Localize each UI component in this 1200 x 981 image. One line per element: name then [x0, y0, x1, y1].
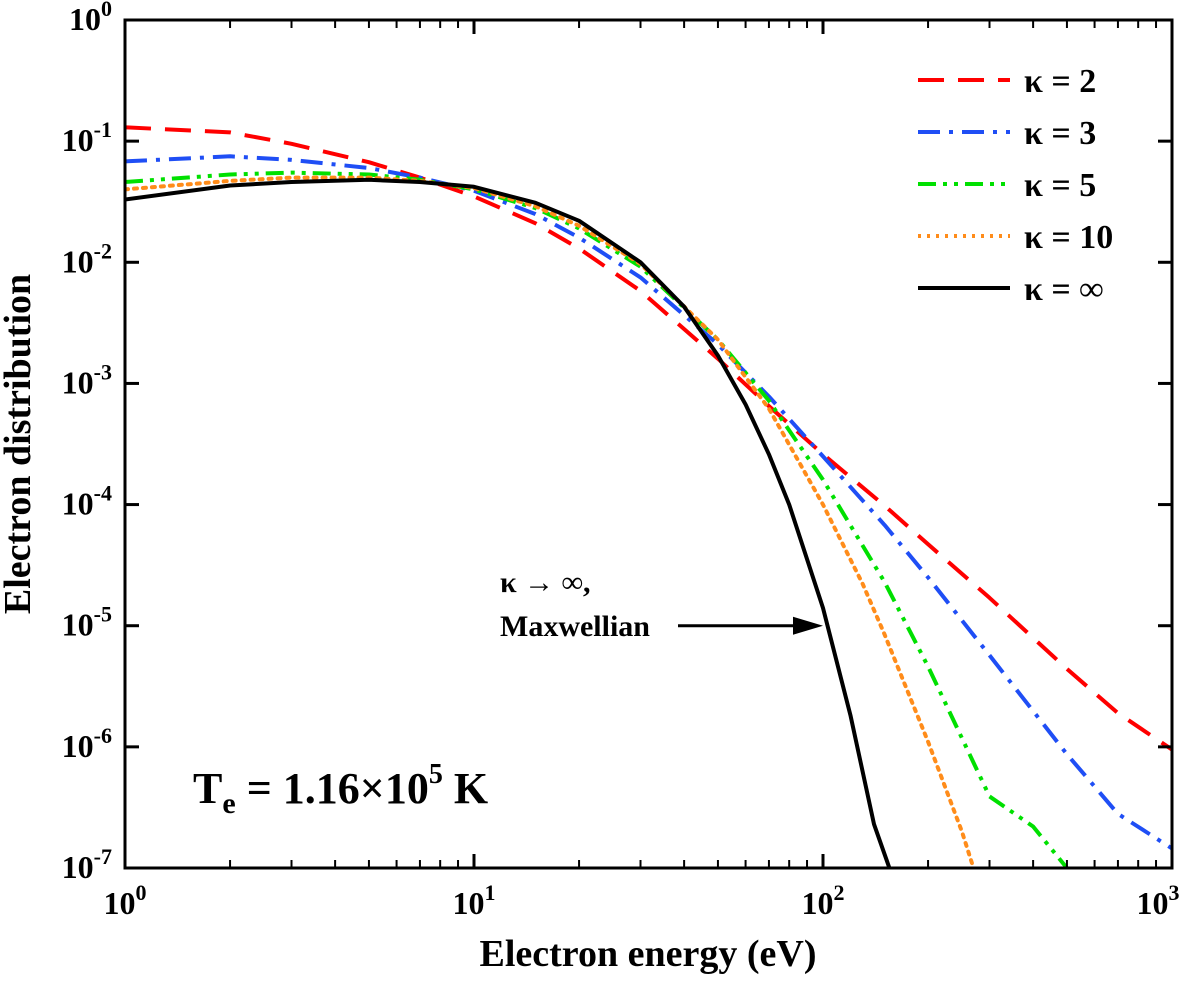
legend: κ = 2 κ = 3 κ = 5 κ = 10 κ = ∞	[918, 63, 1113, 308]
y-tick-label: 10-4	[62, 481, 112, 522]
temperature-value: = 1.16×10	[236, 764, 429, 813]
y-axis-label: Electron distribution	[0, 274, 39, 614]
y-tick-label: 10-3	[62, 359, 112, 400]
y-tick-label: 10-2	[62, 238, 112, 279]
temperature-exponent: 5	[429, 759, 443, 790]
legend-label-2: κ = 3	[1024, 115, 1096, 152]
y-tick-label: 10-1	[62, 117, 112, 158]
x-tick-label: 102	[802, 880, 845, 921]
legend-label-3: κ = 5	[1024, 167, 1096, 204]
x-tick-label: 100	[104, 880, 147, 921]
legend-label-5: κ = ∞	[1024, 271, 1104, 308]
annotation-line1: κ → ∞,	[500, 566, 591, 599]
plot-frame	[123, 18, 1174, 870]
y-tick-label: 10-7	[62, 844, 112, 885]
series-line-5	[125, 177, 892, 868]
legend-label-1: κ = 2	[1024, 63, 1096, 100]
temperature-label: Te = 1.16×105 K	[193, 759, 488, 820]
series-line-2	[125, 154, 1172, 851]
temperature-symbol: T	[193, 764, 222, 813]
temperature-subscript: e	[222, 787, 235, 820]
y-tick-label: 10-5	[62, 602, 112, 643]
x-tick-label: 103	[1137, 880, 1180, 921]
temperature-unit: K	[443, 764, 488, 813]
arrowhead-icon	[793, 616, 823, 635]
x-tick-label: 101	[453, 880, 496, 921]
annotation-line2: Maxwellian	[500, 610, 650, 643]
y-tick-label: 100	[69, 0, 112, 37]
maxwellian-annotation: κ → ∞, Maxwellian	[500, 566, 823, 643]
y-tick-label: 10-6	[62, 723, 112, 764]
ticks-layer: 100 101 102 103 100 10-1 10-2 10-3 10-4 10-5 10-6 1…	[62, 0, 1180, 921]
x-axis-label: Electron energy (eV)	[480, 933, 817, 975]
legend-label-4: κ = 10	[1024, 219, 1113, 256]
series-line-1	[125, 125, 1172, 752]
series-layer	[125, 125, 1172, 868]
